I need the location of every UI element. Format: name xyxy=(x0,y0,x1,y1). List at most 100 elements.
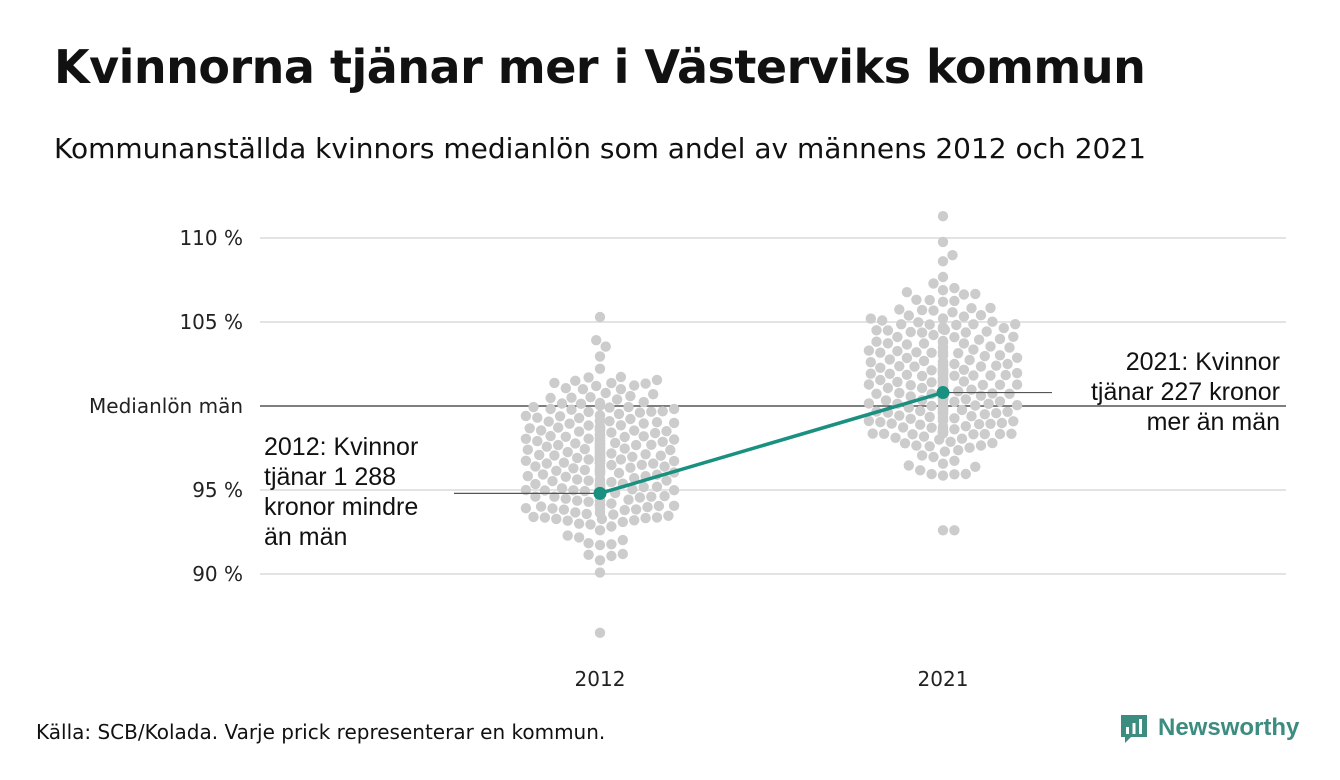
municipality-dot xyxy=(998,322,1009,334)
municipality-dot xyxy=(949,282,960,294)
municipality-dot xyxy=(1002,406,1013,417)
municipality-dot xyxy=(665,444,676,456)
y-tick-label: 95 % xyxy=(192,478,243,502)
annotation-2021-line: mer än män xyxy=(1147,408,1280,436)
municipality-dot xyxy=(568,463,579,474)
municipality-dot xyxy=(916,327,928,338)
brand-logo[interactable]: Newsworthy xyxy=(1118,712,1299,744)
municipality-dot xyxy=(871,336,882,347)
municipality-dot xyxy=(865,368,876,379)
municipality-dot xyxy=(991,408,1002,419)
municipality-dot xyxy=(949,424,960,435)
municipality-dot xyxy=(583,549,594,560)
municipality-dot xyxy=(627,484,638,495)
municipality-dot xyxy=(1011,367,1023,379)
municipality-dot xyxy=(640,378,651,389)
municipality-dot xyxy=(572,474,583,485)
municipality-dot xyxy=(924,441,935,452)
municipality-dot xyxy=(987,388,998,399)
municipality-dot xyxy=(651,417,663,428)
municipality-dot xyxy=(928,305,939,316)
municipality-dot xyxy=(545,403,556,415)
municipality-dot xyxy=(1006,428,1017,439)
municipality-dot xyxy=(646,491,657,502)
municipality-dot xyxy=(880,395,892,406)
municipality-dot xyxy=(640,512,651,524)
highlight-point-2021 xyxy=(936,386,950,400)
municipality-dot xyxy=(651,481,663,492)
municipality-dot xyxy=(583,433,594,444)
municipality-dot xyxy=(573,412,585,424)
municipality-dot xyxy=(977,379,989,391)
annotation-2012-line: tjänar 1 288 xyxy=(264,463,396,491)
municipality-dot xyxy=(970,400,981,411)
municipality-dot xyxy=(926,422,937,433)
municipality-dot xyxy=(994,428,1006,440)
municipality-dot xyxy=(947,307,958,318)
municipality-dot xyxy=(556,483,568,494)
municipality-dot xyxy=(651,374,663,386)
municipality-dot xyxy=(594,539,606,551)
municipality-dot xyxy=(960,421,971,432)
municipality-dot xyxy=(960,468,971,480)
municipality-dot xyxy=(949,469,960,480)
municipality-dot xyxy=(570,507,581,518)
chart-title: Kvinnorna tjänar mer i Västerviks kommun xyxy=(54,40,1146,94)
municipality-dot xyxy=(1011,400,1023,411)
municipality-dot xyxy=(949,396,960,407)
municipality-dot xyxy=(648,458,659,469)
municipality-dot xyxy=(583,496,594,507)
municipality-dot xyxy=(894,410,905,421)
municipality-dot xyxy=(899,438,911,449)
municipality-dot xyxy=(882,338,894,349)
municipality-dot xyxy=(985,341,996,352)
municipality-dot xyxy=(659,461,670,472)
municipality-dot xyxy=(994,350,1006,361)
municipality-dot xyxy=(953,445,964,456)
municipality-dot xyxy=(897,422,909,433)
municipality-dot xyxy=(1000,369,1011,381)
municipality-dot xyxy=(539,485,551,496)
municipality-dot xyxy=(534,449,545,461)
municipality-dot xyxy=(573,518,585,529)
municipality-dot xyxy=(657,406,668,417)
municipality-dot xyxy=(541,441,552,452)
municipality-dot xyxy=(547,475,558,487)
municipality-dot xyxy=(968,429,979,440)
municipality-dot xyxy=(549,491,560,502)
municipality-dot xyxy=(875,347,886,358)
municipality-dot xyxy=(648,389,659,400)
municipality-dot xyxy=(937,236,949,248)
municipality-dot xyxy=(528,511,539,523)
municipality-dot xyxy=(625,390,636,402)
municipality-dot xyxy=(573,532,585,543)
municipality-dot xyxy=(530,491,541,502)
municipality-dot xyxy=(585,392,596,403)
municipality-dot xyxy=(892,331,903,343)
municipality-dot xyxy=(926,400,937,412)
municipality-dot xyxy=(668,434,680,445)
municipality-dot xyxy=(537,469,549,480)
beeswarm-chart: 90 % 95 % 105 % 110 % Medianlön män 2012 2021 2… xyxy=(89,211,1286,691)
municipality-dot xyxy=(583,372,594,383)
municipality-dot xyxy=(911,440,922,451)
municipality-dot xyxy=(956,404,968,416)
municipality-dot xyxy=(619,504,630,516)
municipality-dot xyxy=(949,358,960,370)
municipality-dot xyxy=(939,446,951,457)
municipality-dot xyxy=(916,450,928,461)
municipality-dot xyxy=(610,437,621,449)
municipality-dot xyxy=(958,311,970,322)
municipality-dot xyxy=(594,397,606,409)
municipality-dot xyxy=(661,475,672,486)
municipality-dot xyxy=(606,550,617,562)
municipality-dot xyxy=(562,515,573,526)
municipality-dot xyxy=(532,412,543,423)
municipality-dot xyxy=(987,316,998,327)
municipality-dot xyxy=(979,428,990,440)
municipality-dot xyxy=(901,339,913,350)
municipality-dot xyxy=(915,419,926,430)
municipality-dot xyxy=(909,361,920,372)
municipality-dot xyxy=(634,492,646,503)
municipality-dot xyxy=(630,439,642,451)
